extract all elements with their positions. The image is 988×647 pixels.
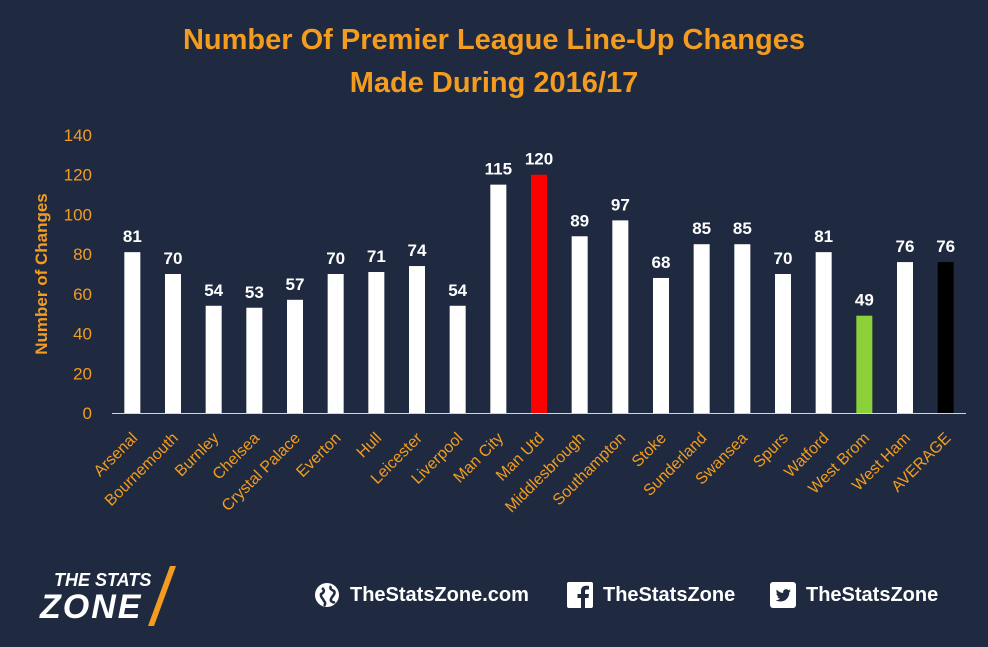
- bar: [653, 277, 669, 413]
- y-tick-label: 40: [73, 325, 92, 344]
- bar: [368, 272, 385, 413]
- y-tick-label: 140: [64, 126, 92, 145]
- bar: [693, 244, 710, 413]
- website-text: TheStatsZone.com: [350, 583, 529, 606]
- x-tick-label: Everton: [293, 430, 344, 481]
- data-label: 71: [367, 247, 386, 266]
- y-tick-label: 120: [64, 166, 92, 185]
- facebook-text: TheStatsZone: [603, 583, 736, 606]
- twitter-text: TheStatsZone: [806, 583, 939, 606]
- bar: [490, 184, 507, 413]
- data-label: 70: [774, 249, 793, 268]
- facebook-link[interactable]: TheStatsZone: [567, 575, 735, 615]
- data-label: 70: [164, 249, 183, 268]
- data-label: 85: [692, 219, 711, 238]
- y-axis-title: Number of Changes: [32, 193, 51, 355]
- bar: [124, 252, 141, 413]
- data-label: 115: [485, 160, 512, 179]
- bar: [734, 244, 751, 413]
- data-label: 54: [204, 281, 223, 300]
- chart-title-line-1: Number Of Premier League Line-Up Changes: [182, 24, 805, 56]
- x-tick-label: Southampton: [550, 430, 629, 509]
- data-label: 74: [408, 241, 427, 260]
- data-label: 81: [123, 227, 142, 246]
- bar: [165, 274, 181, 413]
- data-label: 89: [570, 211, 589, 230]
- bar: [287, 299, 303, 413]
- website-link[interactable]: TheStatsZone.com: [314, 575, 529, 615]
- bar: [409, 266, 425, 413]
- x-tick-label: Hull: [354, 430, 386, 462]
- data-label: 76: [936, 237, 955, 256]
- bar: [449, 305, 466, 413]
- bar: [327, 274, 344, 413]
- logo-text-bottom: ZONE: [39, 588, 142, 626]
- data-label: 70: [326, 249, 345, 268]
- y-tick-label: 80: [73, 245, 92, 264]
- data-label: 57: [286, 275, 305, 294]
- bar: [531, 174, 547, 413]
- data-label: 68: [652, 253, 671, 272]
- bar: [775, 274, 791, 413]
- y-tick-label: 60: [73, 285, 92, 304]
- bar: [571, 236, 588, 413]
- data-label: 53: [245, 283, 264, 302]
- stats-zone-logo: THE STATS ZONE: [39, 566, 176, 626]
- y-tick-label: 100: [64, 205, 92, 224]
- data-label: 81: [814, 227, 833, 246]
- bar: [815, 252, 832, 413]
- data-label: 85: [733, 219, 752, 238]
- twitter-icon: [770, 582, 796, 608]
- twitter-link[interactable]: TheStatsZone: [770, 575, 938, 615]
- bar: [612, 220, 629, 413]
- bar: [205, 305, 222, 413]
- bar: [897, 262, 913, 413]
- bar: [246, 307, 263, 413]
- data-label: 54: [448, 281, 467, 300]
- data-label: 120: [525, 150, 553, 169]
- data-label: 76: [896, 237, 915, 256]
- bar: [856, 315, 873, 413]
- y-tick-label: 0: [83, 404, 92, 423]
- logo-text-top: THE STATS: [54, 570, 151, 590]
- globe-icon: [314, 582, 340, 608]
- data-label: 97: [611, 195, 630, 214]
- y-tick-label: 20: [73, 364, 92, 383]
- bar: [937, 262, 954, 413]
- data-label: 49: [855, 291, 874, 310]
- chart-title-line-2: Made During 2016/17: [349, 67, 639, 99]
- facebook-icon: [567, 582, 593, 608]
- x-tick-label: Bournemouth: [102, 430, 182, 510]
